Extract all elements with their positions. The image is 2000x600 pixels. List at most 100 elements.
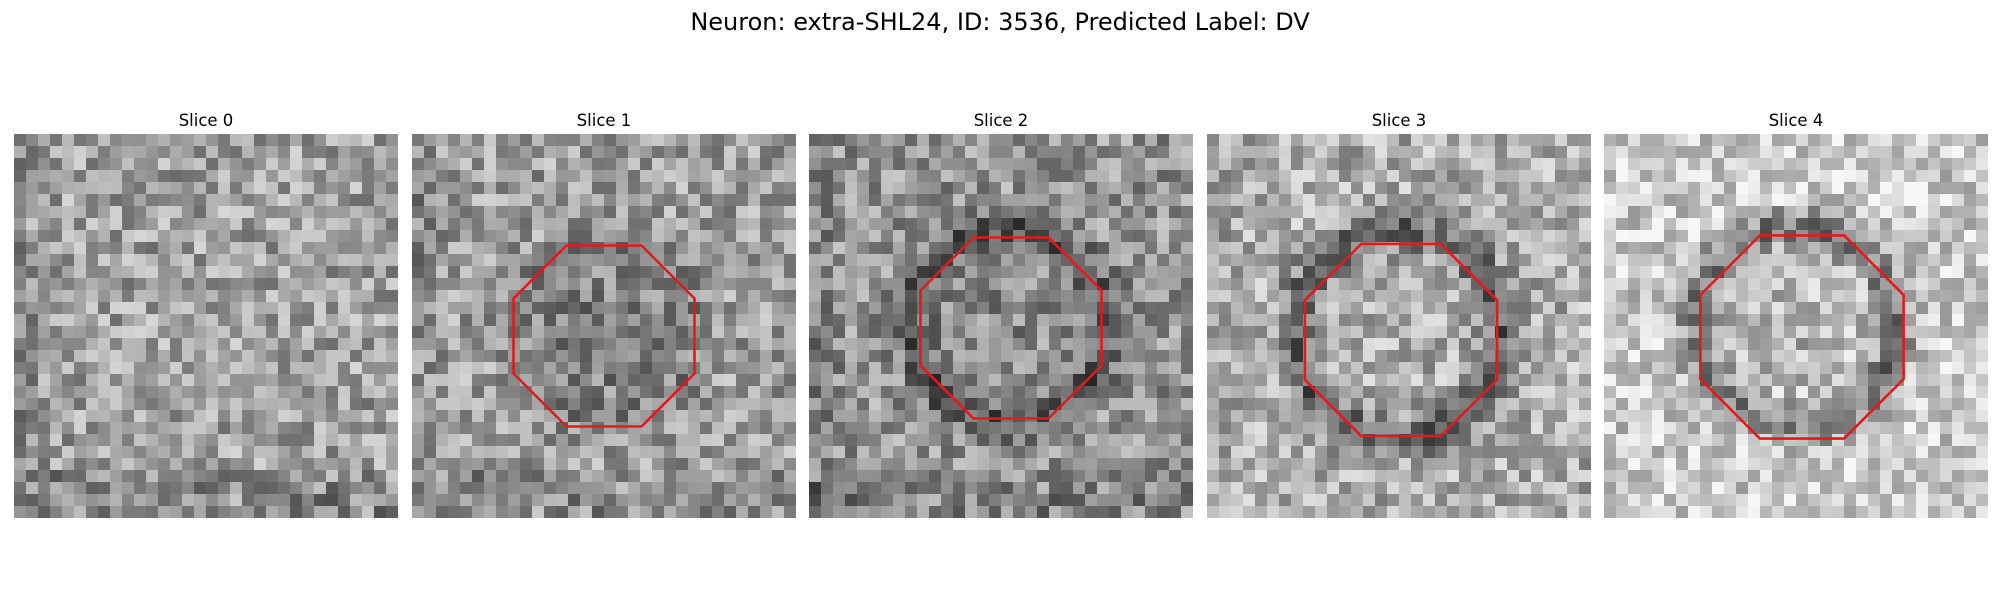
pixel-tile	[845, 386, 858, 399]
pixel-tile	[278, 338, 291, 351]
pixel-tile	[1760, 218, 1773, 231]
pixel-tile	[496, 254, 509, 267]
pixel-tile	[1061, 158, 1074, 171]
pixel-tile	[1447, 446, 1460, 459]
pixel-tile	[833, 338, 846, 351]
pixel-tile	[496, 362, 509, 375]
pixel-tile	[1231, 230, 1244, 243]
pixel-tile	[1109, 482, 1122, 495]
pixel-tile	[1181, 422, 1193, 435]
pixel-tile	[772, 266, 785, 279]
pixel-tile	[1447, 134, 1460, 147]
pixel-tile	[86, 170, 99, 183]
pixel-tile	[1025, 410, 1038, 423]
pixel-tile	[1013, 350, 1026, 363]
pixel-tile	[1303, 266, 1316, 279]
pixel-tile	[1471, 266, 1484, 279]
pixel-tile	[989, 362, 1002, 375]
pixel-tile	[1181, 206, 1193, 219]
pixel-tile	[580, 158, 593, 171]
pixel-tile	[1279, 278, 1292, 291]
pixel-tile	[1555, 482, 1568, 495]
pixel-tile	[917, 314, 930, 327]
pixel-tile	[1964, 302, 1977, 315]
pixel-tile	[532, 350, 545, 363]
pixel-tile	[302, 338, 315, 351]
pixel-tile	[1459, 278, 1472, 291]
pixel-tile	[182, 242, 195, 255]
pixel-tile	[1555, 506, 1568, 518]
pixel-tile	[1109, 338, 1122, 351]
pixel-tile	[448, 410, 461, 423]
pixel-tile	[50, 422, 63, 435]
pixel-tile	[50, 338, 63, 351]
pixel-tile	[170, 422, 183, 435]
pixel-tile	[544, 242, 557, 255]
pixel-tile	[436, 206, 449, 219]
pixel-tile	[700, 218, 713, 231]
pixel-tile	[1652, 134, 1665, 147]
pixel-tile	[1700, 458, 1713, 471]
pixel-tile	[230, 134, 243, 147]
pixel-tile	[338, 278, 351, 291]
pixel-tile	[1507, 182, 1520, 195]
pixel-tile	[1411, 374, 1424, 387]
pixel-tile	[1109, 206, 1122, 219]
pixel-tile	[712, 218, 725, 231]
pixel-tile	[748, 314, 761, 327]
pixel-tile	[1157, 398, 1170, 411]
pixel-tile	[1952, 194, 1965, 207]
pixel-tile	[664, 398, 677, 411]
pixel-tile	[977, 434, 990, 447]
pixel-tile	[1628, 302, 1641, 315]
pixel-tile	[1435, 458, 1448, 471]
pixel-tile	[1073, 218, 1086, 231]
pixel-tile	[929, 314, 942, 327]
pixel-tile	[1169, 194, 1182, 207]
pixel-tile	[1339, 314, 1352, 327]
pixel-tile	[592, 194, 605, 207]
pixel-tile	[748, 494, 761, 507]
pixel-tile	[1207, 362, 1220, 375]
pixel-tile	[1351, 182, 1364, 195]
pixel-tile	[893, 362, 906, 375]
pixel-tile	[1327, 374, 1340, 387]
pixel-tile	[74, 254, 87, 267]
pixel-tile	[302, 230, 315, 243]
pixel-tile	[989, 182, 1002, 195]
pixel-tile	[158, 422, 171, 435]
pixel-tile	[1495, 254, 1508, 267]
pixel-tile	[1387, 398, 1400, 411]
pixel-tile	[1604, 374, 1617, 387]
pixel-tile	[460, 278, 473, 291]
pixel-tile	[604, 446, 617, 459]
pixel-tile	[1279, 470, 1292, 483]
pixel-tile	[290, 410, 303, 423]
pixel-tile	[1097, 242, 1110, 255]
pixel-tile	[1207, 374, 1220, 387]
pixel-tile	[941, 314, 954, 327]
pixel-tile	[1025, 182, 1038, 195]
pixel-tile	[640, 266, 653, 279]
pixel-tile	[1279, 230, 1292, 243]
pixel-tile	[1880, 326, 1893, 339]
pixel-tile	[496, 218, 509, 231]
pixel-tile	[326, 326, 339, 339]
pixel-tile	[448, 470, 461, 483]
pixel-tile	[230, 182, 243, 195]
pixel-tile	[1640, 194, 1653, 207]
pixel-tile	[1109, 170, 1122, 183]
pixel-tile	[1904, 230, 1917, 243]
pixel-tile	[1664, 386, 1677, 399]
pixel-tile	[748, 362, 761, 375]
pixel-tile	[182, 206, 195, 219]
pixel-tile	[1255, 146, 1268, 159]
pixel-tile	[1255, 242, 1268, 255]
pixel-tile	[893, 410, 906, 423]
pixel-tile	[1399, 422, 1412, 435]
pixel-tile	[314, 194, 327, 207]
pixel-tile	[62, 206, 75, 219]
pixel-tile	[532, 446, 545, 459]
pixel-tile	[412, 278, 425, 291]
pixel-tile	[917, 182, 930, 195]
